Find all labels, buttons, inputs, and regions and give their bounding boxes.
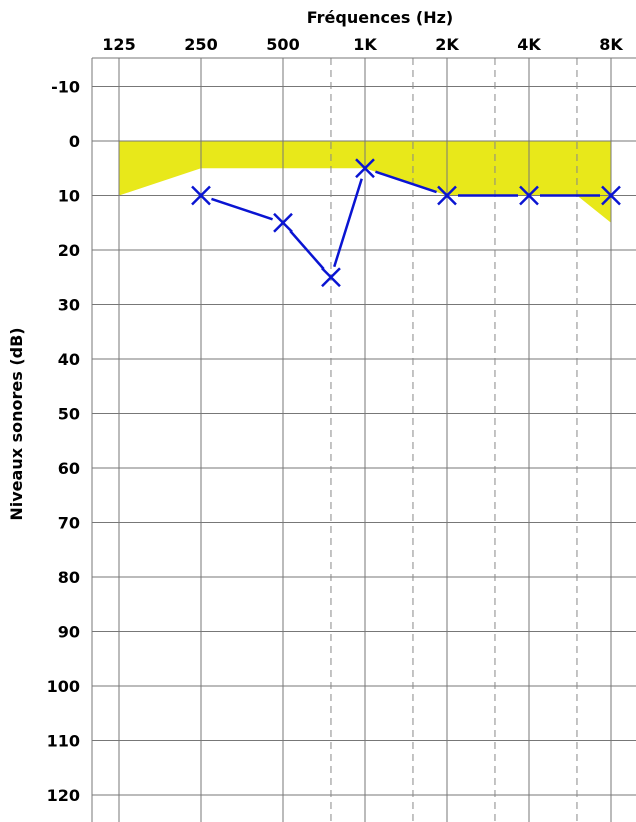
series-segment [289, 230, 325, 270]
x-tick-label: 125 [102, 35, 135, 54]
x-tick-label: 4K [517, 35, 541, 54]
marker-stroke [273, 212, 293, 233]
normal-hearing-zone [119, 141, 611, 223]
marker-stroke [519, 185, 539, 206]
marker-stroke [601, 185, 621, 206]
data-point-x-marker [355, 158, 375, 179]
y-tick-label: 10 [58, 187, 80, 206]
y-tick-label: 50 [58, 405, 80, 424]
x-tick-label: 250 [184, 35, 217, 54]
x-tick-label: 8K [599, 35, 623, 54]
y-tick-label: -10 [51, 78, 80, 97]
y-tick-label: 100 [47, 677, 80, 696]
y-tick-label: 110 [47, 732, 80, 751]
series-segment [211, 197, 273, 221]
x-tick-label: 2K [435, 35, 459, 54]
marker-stroke [321, 267, 341, 288]
y-tick-label: 30 [58, 296, 80, 315]
normal-hearing-fill [119, 141, 611, 223]
x-axis-title: Fréquences (Hz) [307, 8, 454, 27]
y-tick-labels: -10 0 10 20 30 40 50 60 70 80 90 100 110 120 [47, 78, 80, 806]
y-tick-label: 40 [58, 350, 80, 369]
data-point-x-marker [273, 212, 293, 233]
grid [91, 57, 636, 822]
y-tick-label: 90 [58, 623, 80, 642]
data-point-x-marker [437, 185, 457, 206]
data-point-x-marker [191, 185, 211, 206]
x-tick-label: 500 [266, 35, 299, 54]
y-tick-label: 60 [58, 459, 80, 478]
y-tick-label: 0 [69, 132, 80, 151]
marker-stroke [191, 185, 211, 206]
marker-stroke [437, 185, 457, 206]
data-point-x-marker [321, 267, 341, 288]
x-tick-label: 1K [353, 35, 377, 54]
data-point-x-marker [601, 185, 621, 206]
y-tick-label: 20 [58, 241, 80, 260]
y-tick-label: 80 [58, 568, 80, 587]
series-layer [191, 158, 621, 288]
y-tick-label: 120 [47, 786, 80, 805]
data-point-x-marker [519, 185, 539, 206]
y-axis-title: Niveaux sonores (dB) [7, 327, 26, 520]
x-tick-labels: 125 250 500 1K 2K 4K 8K [102, 35, 623, 54]
series-segment [333, 178, 363, 268]
series-segment [375, 170, 437, 194]
y-tick-label: 70 [58, 514, 80, 533]
marker-stroke [355, 158, 375, 179]
